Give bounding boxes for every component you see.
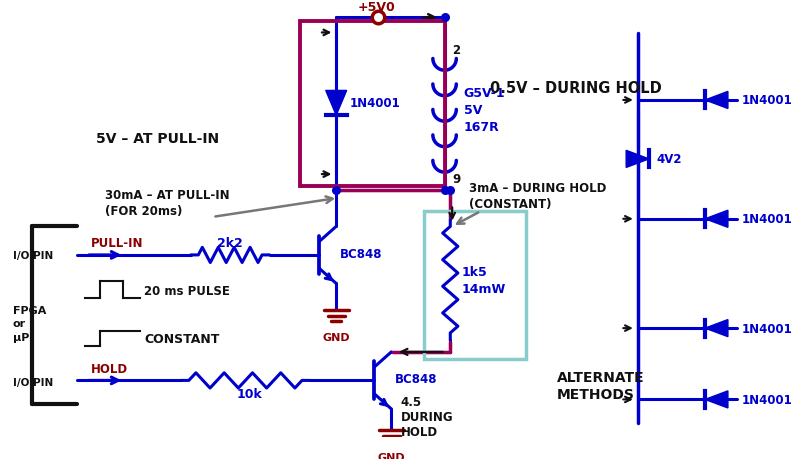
Text: 3mA – DURING HOLD
(CONSTANT): 3mA – DURING HOLD (CONSTANT) <box>470 181 606 210</box>
Text: I/O PIN: I/O PIN <box>13 250 53 260</box>
Text: 1N4001: 1N4001 <box>742 393 792 406</box>
Text: HOLD: HOLD <box>91 363 128 375</box>
Polygon shape <box>705 211 728 228</box>
Text: BC848: BC848 <box>395 372 438 385</box>
Text: I/O PIN: I/O PIN <box>13 377 53 387</box>
Text: 20 ms PULSE: 20 ms PULSE <box>144 284 230 297</box>
Polygon shape <box>705 92 728 109</box>
Polygon shape <box>705 320 728 337</box>
Text: BC848: BC848 <box>340 247 382 260</box>
Polygon shape <box>705 391 728 408</box>
Text: 5V – AT PULL-IN: 5V – AT PULL-IN <box>96 132 218 146</box>
Text: 1N4001: 1N4001 <box>742 322 792 335</box>
Text: 1N4001: 1N4001 <box>742 94 792 107</box>
Text: 1N4001: 1N4001 <box>742 213 792 226</box>
Text: PULL-IN: PULL-IN <box>91 236 143 250</box>
Text: 10k: 10k <box>237 387 262 400</box>
Text: 1k5
14mW: 1k5 14mW <box>462 265 506 295</box>
Text: 9: 9 <box>452 173 461 186</box>
Text: 2k2: 2k2 <box>217 236 242 250</box>
Text: G5V-1
5V
167R: G5V-1 5V 167R <box>463 87 506 134</box>
Text: 4V2: 4V2 <box>657 153 682 166</box>
Text: GND: GND <box>322 332 350 342</box>
Text: 0.5V – DURING HOLD: 0.5V – DURING HOLD <box>490 81 662 96</box>
Text: CONSTANT: CONSTANT <box>144 332 219 345</box>
Text: FPGA
or
µP: FPGA or µP <box>13 306 46 342</box>
Text: ALTERNATE
METHODS: ALTERNATE METHODS <box>557 369 644 401</box>
Polygon shape <box>326 91 346 116</box>
Text: 1N4001: 1N4001 <box>350 97 400 110</box>
Text: 30mA – AT PULL-IN
(FOR 20ms): 30mA – AT PULL-IN (FOR 20ms) <box>105 189 230 218</box>
Text: 2: 2 <box>452 44 460 57</box>
Text: GND: GND <box>378 452 405 459</box>
Text: +5V0: +5V0 <box>358 1 395 14</box>
Polygon shape <box>626 151 649 168</box>
Text: 4.5
DURING
HOLD: 4.5 DURING HOLD <box>401 395 454 438</box>
